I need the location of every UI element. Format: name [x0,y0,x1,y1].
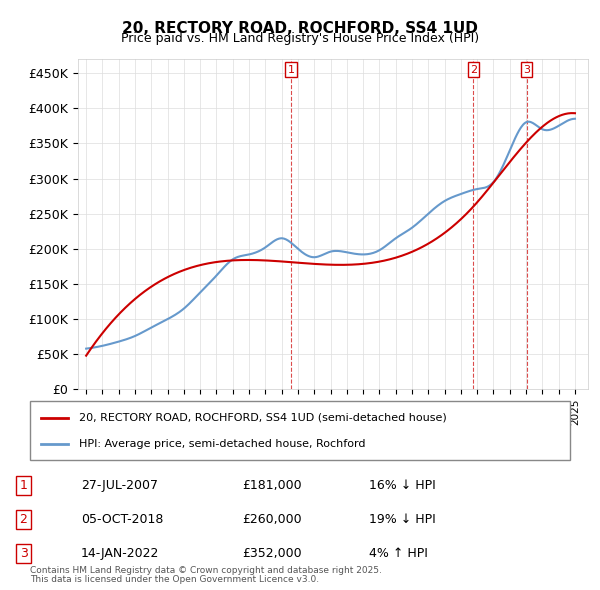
Text: 20, RECTORY ROAD, ROCHFORD, SS4 1UD: 20, RECTORY ROAD, ROCHFORD, SS4 1UD [122,21,478,35]
Text: 1: 1 [20,478,28,491]
Text: 2: 2 [20,513,28,526]
Text: £260,000: £260,000 [242,513,302,526]
Text: 2: 2 [470,64,477,74]
Text: 19% ↓ HPI: 19% ↓ HPI [369,513,436,526]
Text: 20, RECTORY ROAD, ROCHFORD, SS4 1UD (semi-detached house): 20, RECTORY ROAD, ROCHFORD, SS4 1UD (sem… [79,413,446,422]
Text: £181,000: £181,000 [242,478,302,491]
Text: 3: 3 [20,547,28,560]
Text: 3: 3 [523,64,530,74]
Text: This data is licensed under the Open Government Licence v3.0.: This data is licensed under the Open Gov… [30,575,319,584]
Text: 14-JAN-2022: 14-JAN-2022 [81,547,160,560]
Text: 1: 1 [287,64,295,74]
Text: 16% ↓ HPI: 16% ↓ HPI [369,478,436,491]
Text: £352,000: £352,000 [242,547,302,560]
Text: 27-JUL-2007: 27-JUL-2007 [81,478,158,491]
FancyBboxPatch shape [30,401,570,460]
Text: Contains HM Land Registry data © Crown copyright and database right 2025.: Contains HM Land Registry data © Crown c… [30,566,382,575]
Text: 05-OCT-2018: 05-OCT-2018 [81,513,163,526]
Text: Price paid vs. HM Land Registry's House Price Index (HPI): Price paid vs. HM Land Registry's House … [121,32,479,45]
Text: 4% ↑ HPI: 4% ↑ HPI [369,547,428,560]
Text: HPI: Average price, semi-detached house, Rochford: HPI: Average price, semi-detached house,… [79,439,365,448]
